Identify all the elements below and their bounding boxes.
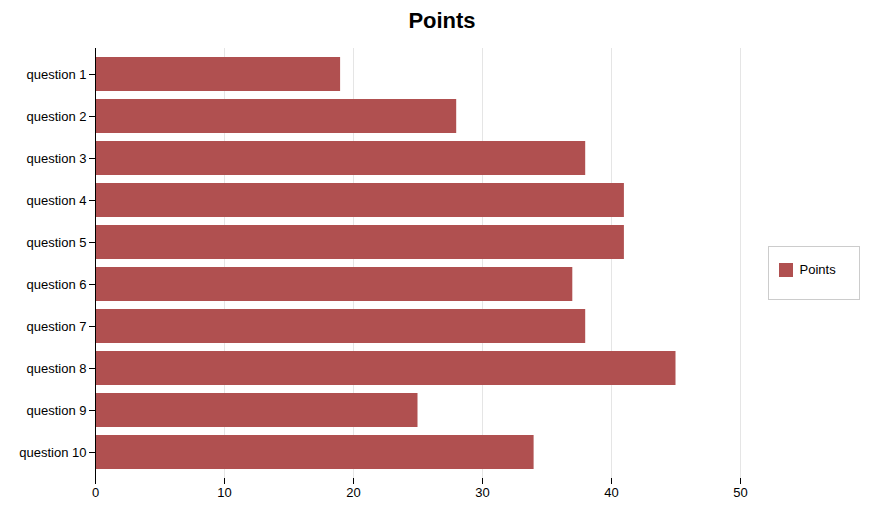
- svg-text:30: 30: [475, 485, 489, 500]
- svg-text:10: 10: [217, 485, 231, 500]
- svg-text:question 8: question 8: [27, 361, 87, 376]
- svg-text:question 7: question 7: [27, 319, 87, 334]
- svg-text:question 10: question 10: [19, 445, 86, 460]
- svg-text:40: 40: [604, 485, 618, 500]
- svg-text:question 4: question 4: [27, 193, 87, 208]
- svg-text:question 3: question 3: [27, 151, 87, 166]
- svg-text:question 6: question 6: [27, 277, 87, 292]
- svg-text:question 2: question 2: [27, 109, 87, 124]
- svg-text:0: 0: [92, 485, 99, 500]
- html-text:Points: Points: [799, 262, 836, 278]
- svg-text:50: 50: [733, 485, 747, 500]
- svg-text:question 9: question 9: [27, 403, 87, 418]
- svg-text:question 1: question 1: [27, 67, 87, 82]
- svg-text:question 5: question 5: [27, 235, 87, 250]
- svg-text:20: 20: [346, 485, 360, 500]
- html-text:Points: Points: [408, 8, 476, 33]
